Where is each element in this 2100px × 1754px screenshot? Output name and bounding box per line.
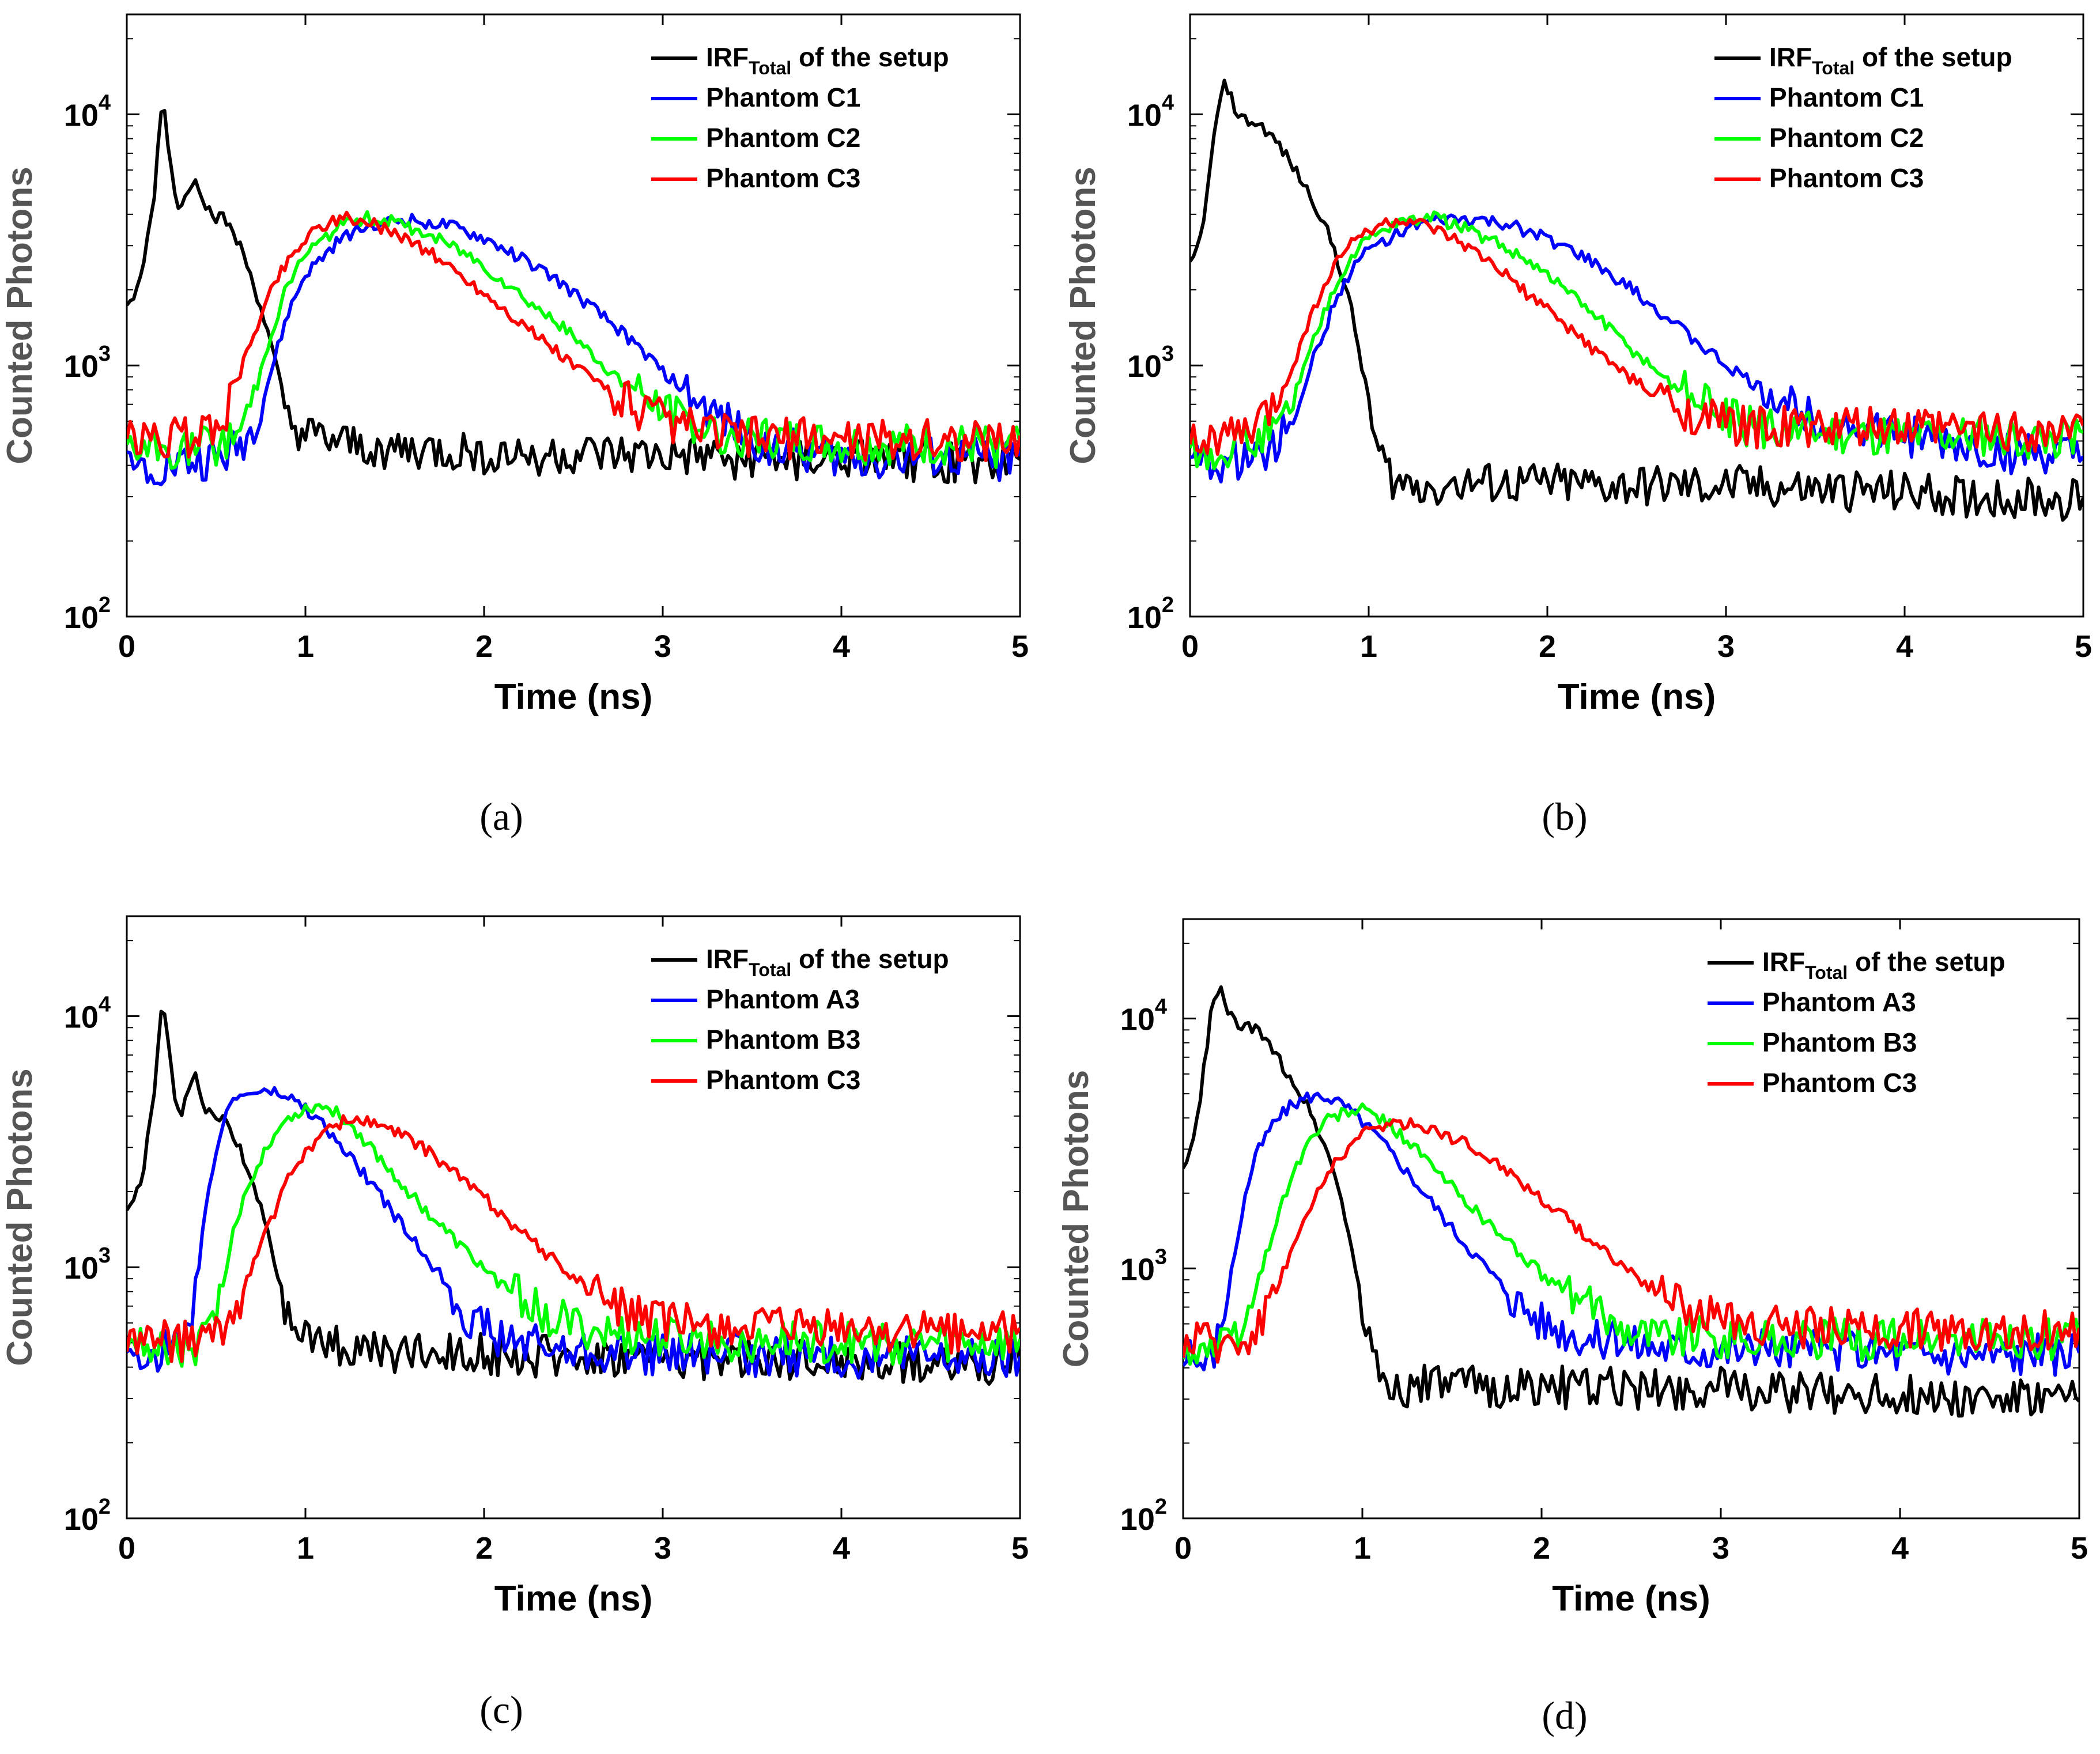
- y-tick-label: 102: [1120, 1495, 1167, 1537]
- legend-entry: Phantom A3: [706, 984, 860, 1014]
- x-tick-label: 2: [1533, 1531, 1550, 1566]
- x-tick-label: 3: [654, 1531, 671, 1566]
- legend-entry: Phantom C2: [1769, 123, 1924, 153]
- y-axis-title: Counted Photons: [0, 167, 40, 464]
- x-tick-label: 2: [475, 1531, 493, 1566]
- x-tick-label: 4: [833, 1531, 850, 1566]
- series-line-phantom-c1: [127, 213, 1020, 486]
- legend-entry: IRFTotal of the setup: [1762, 947, 2005, 983]
- x-tick-label: 1: [1354, 1531, 1371, 1566]
- y-tick-label: 102: [64, 1495, 111, 1537]
- y-axis-title: Counted Photons: [0, 1068, 40, 1366]
- legend-entry: IRFTotal of the setup: [706, 944, 949, 980]
- y-tick-label: 103: [1120, 1245, 1167, 1287]
- plot-frame: [126, 915, 1021, 1519]
- chart-panel-4: 0 1 2 3 4 5 102 103 104 Time (ns) Counted Photons I…: [1056, 918, 2088, 1737]
- plot-frame: [126, 13, 1021, 618]
- panel-caption: (d): [1542, 1693, 1587, 1737]
- legend-entry: Phantom C1: [1769, 82, 1924, 112]
- plot-frame: [1182, 918, 2080, 1519]
- series-line-phantom-c2: [1190, 210, 2083, 471]
- x-tick-label: 2: [1539, 629, 1556, 664]
- series-line-phantom-c3: [1190, 217, 2083, 456]
- legend-entry: Phantom B3: [706, 1025, 860, 1054]
- legend-entry: IRFTotal of the setup: [1769, 42, 2012, 78]
- x-tick-label: 2: [475, 629, 493, 664]
- plot-frame: [1189, 13, 2084, 618]
- y-tick-label: 103: [1127, 342, 1174, 384]
- x-tick-label: 1: [1360, 629, 1377, 664]
- y-axis-title: Counted Photons: [1063, 167, 1103, 464]
- panel-caption: (b): [1542, 795, 1587, 838]
- legend-entry: Phantom C3: [1769, 163, 1924, 193]
- legend-entry: Phantom B3: [1762, 1027, 1917, 1057]
- y-tick-label: 103: [64, 1243, 111, 1286]
- x-tick-label: 4: [1891, 1531, 1909, 1566]
- legend-entry: Phantom C2: [706, 123, 860, 153]
- legend-entry: Phantom A3: [1762, 987, 1916, 1017]
- series-line-phantom-c2: [127, 210, 1020, 470]
- series-line-irf: [1190, 78, 2083, 522]
- chart-panel-3: 0 1 2 3 4 5 102 103 104 Time (ns) Counted Photons I…: [0, 915, 1029, 1732]
- series-line-phantom-a3: [127, 1086, 1020, 1380]
- x-tick-label: 5: [1011, 1531, 1029, 1566]
- legend-entry: IRFTotal of the setup: [706, 42, 949, 78]
- x-tick-label: 0: [1174, 1531, 1192, 1566]
- chart-panel-2: 0 1 2 3 4 5 102 103 104 Time (ns) Counted Photons I…: [1063, 13, 2092, 838]
- panel-caption: (c): [479, 1688, 523, 1732]
- y-tick-label: 102: [1127, 593, 1174, 635]
- legend-entry: Phantom C3: [706, 1065, 860, 1095]
- y-axis-title: Counted Photons: [1056, 1070, 1096, 1368]
- series-line-phantom-c3: [127, 210, 1020, 463]
- x-tick-label: 1: [297, 1531, 314, 1566]
- y-tick-label: 104: [1120, 995, 1167, 1037]
- series-line-phantom-c3: [127, 1114, 1020, 1363]
- y-tick-label: 104: [64, 90, 111, 133]
- x-tick-label: 0: [118, 629, 135, 664]
- x-tick-label: 3: [1712, 1531, 1729, 1566]
- x-tick-label: 5: [2071, 1531, 2088, 1566]
- x-tick-label: 1: [297, 629, 314, 664]
- y-tick-label: 103: [64, 342, 111, 384]
- x-tick-label: 4: [833, 629, 850, 664]
- chart-panel-1: 0 1 2 3 4 5 102 103 104 Time (ns) Counted Photons I…: [0, 13, 1029, 838]
- x-tick-label: 3: [1717, 629, 1735, 664]
- legend-entry: Phantom C3: [1762, 1068, 1917, 1098]
- x-axis-title: Time (ns): [494, 677, 652, 717]
- legend-entry: Phantom C1: [706, 82, 860, 112]
- y-tick-label: 102: [64, 593, 111, 635]
- x-tick-label: 5: [2075, 629, 2092, 664]
- x-tick-label: 0: [118, 1531, 135, 1566]
- x-axis-title: Time (ns): [1552, 1579, 1710, 1619]
- panel-caption: (a): [479, 795, 523, 838]
- series-line-phantom-b3: [1183, 1102, 2079, 1366]
- x-axis-title: Time (ns): [494, 1579, 652, 1619]
- x-tick-label: 3: [654, 629, 671, 664]
- y-tick-label: 104: [64, 992, 111, 1034]
- x-tick-label: 0: [1181, 629, 1199, 664]
- series-line-phantom-c3: [1183, 1117, 2079, 1364]
- x-tick-label: 5: [1011, 629, 1029, 664]
- y-tick-label: 104: [1127, 90, 1174, 133]
- legend-entry: Phantom C3: [706, 163, 860, 193]
- x-axis-title: Time (ns): [1558, 677, 1716, 717]
- x-tick-label: 4: [1896, 629, 1913, 664]
